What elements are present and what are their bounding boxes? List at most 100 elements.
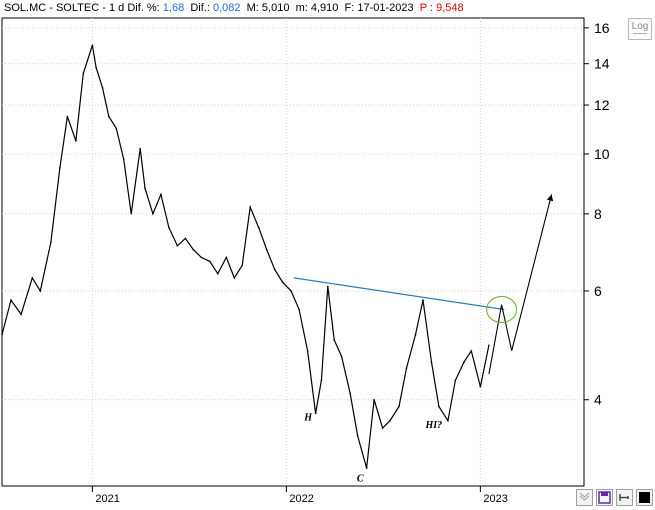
price-point [91,44,94,46]
chart-header: SOL.MC - SOLTEC - 1 d Dif. %: 1,68 Dif.:… [4,2,464,18]
dif-label: Dif.: [190,2,210,14]
price-point [209,260,211,263]
price-point [340,355,343,358]
price-point [192,248,195,251]
interval-label: - 1 d [99,2,125,14]
price-point [422,299,424,301]
price-point [75,140,77,142]
price-point [1,333,3,336]
price-point [101,86,104,89]
price-point [216,272,219,275]
neckline-trendline [293,277,505,311]
price-point [144,187,146,190]
price-point [349,392,351,394]
y-tick-label: 8 [594,206,602,222]
price-point [257,226,260,229]
price-point [160,193,162,196]
price-point [298,308,300,311]
price-point [479,385,482,388]
price-point [381,427,384,429]
price-point [365,467,368,469]
price-point [414,333,417,336]
price-point [130,213,132,215]
price-point [108,115,110,118]
price-point [265,248,268,251]
price-point [184,237,187,240]
price-point [82,72,85,75]
price-point [139,147,141,150]
target-circle [486,295,518,324]
price-point [50,241,52,243]
max-value: 5,010 [261,2,290,14]
min-value: 4,910 [310,2,339,14]
projection-path [488,194,553,375]
x-tick-label: 2022 [289,493,313,505]
x-tick-label: 2021 [95,493,119,505]
price-point [281,281,284,283]
price-point [31,277,34,279]
price-point [115,127,118,130]
max-label: M: [246,2,259,14]
price-point [314,412,317,415]
price-point [59,166,61,169]
y-tick-label: 14 [594,56,610,72]
price-point [373,398,375,401]
price-point [122,158,125,161]
y-tick-label: 10 [594,146,610,162]
price-point [290,290,292,292]
price-point [20,313,22,316]
price-point [398,405,400,408]
price-point [241,264,244,267]
plot-area [1,17,585,487]
zoom-fit-icon[interactable] [576,489,593,506]
save-icon[interactable] [596,489,613,506]
log-underline-icon [633,33,647,34]
price-point [273,268,276,271]
price-label: P : [419,2,434,14]
price-point [233,277,236,279]
ticker-label: SOL.MC [4,2,47,14]
price-point [488,344,490,347]
log-scale-label: Log [631,21,649,32]
price-point [39,290,42,292]
price-point [95,66,97,69]
price-point [327,285,329,288]
price-point [356,434,359,437]
price-line [1,45,490,469]
company-name: SOLTEC [55,2,100,14]
price-point [447,419,449,422]
annotation-label: H [303,413,313,424]
price-point [66,115,69,118]
price-point [176,245,179,247]
fullscreen-icon[interactable] [636,489,653,506]
price-point [333,339,335,341]
price-point [225,256,228,259]
y-tick-label: 12 [594,97,610,113]
dif-value: 0,082 [212,2,241,14]
price-point [249,206,252,208]
date-label: F: [344,2,355,14]
min-label: m: [295,2,308,14]
price-point [152,213,154,215]
dif-pct-label: Dif. %: [127,2,160,14]
price-point [389,419,391,422]
price-point [200,256,203,259]
price-point [470,350,473,352]
crosshair-icon[interactable] [616,489,633,506]
x-tick-label: 2023 [483,493,507,505]
price-value: 9,548 [436,2,464,14]
log-scale-button[interactable]: Log [628,18,652,40]
price-point [306,350,309,352]
price-point [463,361,465,364]
annotation-label: C [357,473,364,484]
price-point [454,379,457,382]
projection-arrowhead [546,194,554,202]
price-point [405,367,408,369]
y-tick-label: 4 [594,392,602,408]
price-point [320,379,323,382]
price-point [438,405,440,408]
price-point [168,226,170,229]
annotation-label: HI? [424,420,442,431]
dif-pct-value: 1,68 [162,2,185,14]
